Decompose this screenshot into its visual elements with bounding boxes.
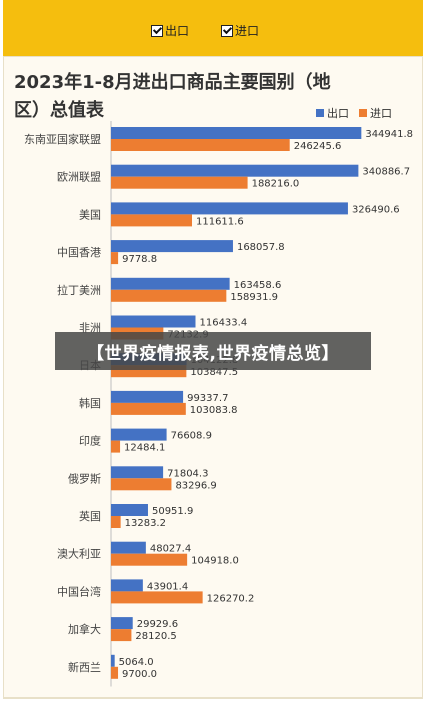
divider <box>3 698 423 699</box>
data-label: 340886.7 <box>362 167 410 178</box>
data-label: 13283.2 <box>125 518 166 529</box>
data-label: 188216.0 <box>252 179 300 190</box>
legend-label-export: 出口 <box>327 107 349 120</box>
data-label: 28120.5 <box>135 631 176 642</box>
bar-import[interactable] <box>111 252 119 265</box>
export-checkbox-label: 出口 <box>165 24 190 38</box>
bar-export[interactable] <box>111 617 133 630</box>
bar-chart: 东南亚国家联盟 344941.8 246245.6 欧洲联盟 340886.7 18821… <box>24 121 413 687</box>
bar-import[interactable] <box>111 516 121 528</box>
legend-item-export[interactable]: 出口 <box>316 105 349 121</box>
data-label: 5064.0 <box>119 657 154 668</box>
export-checkbox[interactable]: 出口 <box>151 22 189 39</box>
import-checkbox[interactable]: 进口 <box>221 22 259 39</box>
data-label: 83296.9 <box>175 480 216 491</box>
category-label: 美国 <box>79 208 101 221</box>
checkbox-checked-icon <box>221 24 233 37</box>
data-label: 43901.4 <box>147 581 188 592</box>
data-label: 168057.8 <box>237 242 285 253</box>
bar-export[interactable] <box>111 277 230 290</box>
legend-swatch-import <box>359 109 367 117</box>
bar-export[interactable] <box>111 240 233 253</box>
legend-label-import: 进口 <box>370 107 392 120</box>
chart-legend: 出口 进口 <box>316 105 402 121</box>
bar-import[interactable] <box>111 666 119 679</box>
category-label: 非洲 <box>79 322 101 335</box>
bar-import[interactable] <box>111 139 290 151</box>
data-label: 344941.8 <box>365 129 413 140</box>
data-label: 103083.8 <box>190 405 238 416</box>
category-label: 东南亚国家联盟 <box>24 132 101 146</box>
filter-bar: 出口 进口 <box>3 0 423 56</box>
data-label: 99337.7 <box>187 393 228 404</box>
bar-import[interactable] <box>111 214 192 227</box>
bar-export[interactable] <box>111 579 143 592</box>
data-label: 116433.4 <box>199 318 247 329</box>
bar-import[interactable] <box>111 176 248 189</box>
legend-swatch-export <box>316 109 324 117</box>
bar-import[interactable] <box>111 553 188 566</box>
category-label: 中国台湾 <box>57 584 101 598</box>
bar-export[interactable] <box>111 466 164 479</box>
data-label: 29929.6 <box>137 619 178 630</box>
category-label: 韩国 <box>79 396 101 410</box>
bar-export[interactable] <box>111 428 167 441</box>
chart-panel: 2023年1-8月进出口商品主要国别（地区）总值表 出口 进口 东南亚国家联盟 3… <box>3 56 423 698</box>
bar-export[interactable] <box>111 654 115 667</box>
chart-title: 2023年1-8月进出口商品主要国别（地区）总值表 <box>14 72 331 121</box>
bar-import[interactable] <box>111 289 227 302</box>
category-label: 英国 <box>79 509 101 523</box>
data-label: 50951.9 <box>152 506 193 517</box>
bar-export[interactable] <box>111 541 146 554</box>
category-label: 俄罗斯 <box>68 472 101 485</box>
data-label: 104918.0 <box>191 556 239 567</box>
bar-import[interactable] <box>111 629 132 642</box>
bar-import[interactable] <box>111 591 203 604</box>
legend-item-import[interactable]: 进口 <box>359 105 392 121</box>
bar-import[interactable] <box>111 478 172 491</box>
data-label: 9778.8 <box>122 254 157 265</box>
category-label: 新西兰 <box>68 660 101 674</box>
data-label: 71804.3 <box>167 468 208 479</box>
bar-export[interactable] <box>111 504 148 516</box>
bar-export[interactable] <box>111 164 359 177</box>
import-checkbox-label: 进口 <box>235 24 260 38</box>
data-label: 48027.4 <box>150 544 191 555</box>
category-label: 拉丁美洲 <box>57 283 101 297</box>
bar-import[interactable] <box>111 440 121 453</box>
data-label: 12484.1 <box>124 443 165 454</box>
bar-export[interactable] <box>111 390 184 403</box>
category-label: 欧洲联盟 <box>57 171 101 184</box>
bar-export[interactable] <box>111 127 362 139</box>
bar-export[interactable] <box>111 315 196 328</box>
overlay-banner[interactable]: 【世界疫情报表,世界疫情总览】 <box>55 332 371 370</box>
data-label: 103847.5 <box>190 367 238 378</box>
data-label: 163458.6 <box>234 280 282 291</box>
bar-export[interactable] <box>111 202 348 215</box>
category-label: 印度 <box>79 434 101 448</box>
data-label: 158931.9 <box>230 292 278 303</box>
category-label: 中国香港 <box>57 246 101 259</box>
category-label: 澳大利亚 <box>57 547 101 561</box>
data-label: 76608.9 <box>171 431 212 442</box>
data-label: 126270.2 <box>207 593 255 604</box>
category-label: 加拿大 <box>68 622 101 636</box>
data-label: 326490.6 <box>352 204 400 215</box>
data-label: 9700.0 <box>122 669 157 680</box>
checkbox-checked-icon <box>151 24 163 37</box>
data-label: 246245.6 <box>294 141 342 152</box>
bar-import[interactable] <box>111 402 186 415</box>
data-label: 111611.6 <box>196 216 244 227</box>
